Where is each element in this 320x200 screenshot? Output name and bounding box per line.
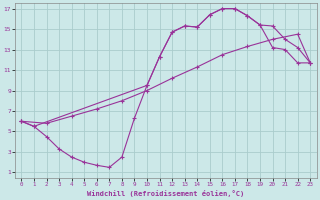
X-axis label: Windchill (Refroidissement éolien,°C): Windchill (Refroidissement éolien,°C) [87,190,244,197]
